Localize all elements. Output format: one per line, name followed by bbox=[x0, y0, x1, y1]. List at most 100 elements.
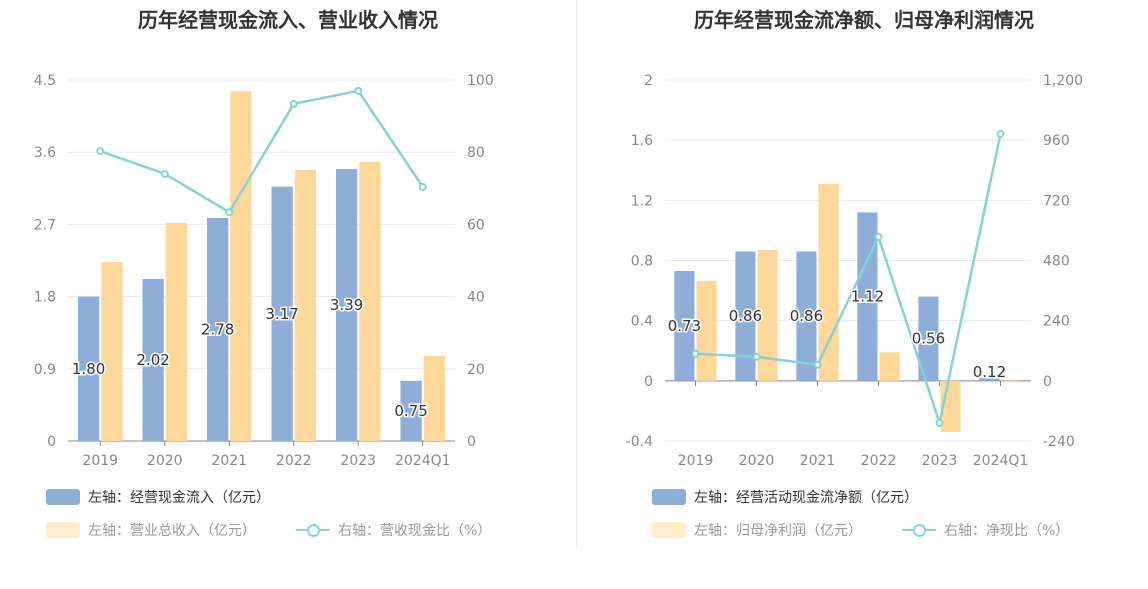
bar-value-label: 0.12 bbox=[973, 363, 1006, 381]
y-tick-left: 3.6 bbox=[34, 145, 56, 161]
y-tick-left: 0.9 bbox=[34, 362, 56, 378]
legend-swatch bbox=[652, 489, 686, 505]
x-tick-label: 2024Q1 bbox=[395, 453, 451, 469]
bar-orange bbox=[423, 355, 446, 441]
bar-blue bbox=[979, 377, 1000, 381]
y-tick-left: 1.6 bbox=[631, 133, 653, 149]
line-point bbox=[752, 352, 761, 361]
bar-value-label: 2.02 bbox=[136, 351, 169, 369]
bar-orange bbox=[757, 249, 778, 381]
y-tick-right: 0 bbox=[1043, 374, 1052, 390]
x-tick-label: 2019 bbox=[82, 453, 118, 469]
bar-value-label: 0.73 bbox=[668, 317, 701, 335]
chart-title-left: 历年经营现金流入、营业收入情况 bbox=[138, 8, 438, 32]
line-point bbox=[691, 349, 700, 358]
x-tick-label: 2023 bbox=[340, 453, 376, 469]
y-tick-right: -240 bbox=[1043, 434, 1075, 450]
legend-swatch bbox=[652, 522, 686, 538]
y-tick-left: 2 bbox=[644, 73, 653, 89]
bar-blue bbox=[142, 278, 164, 441]
bar-blue bbox=[271, 186, 293, 441]
line-point bbox=[289, 99, 298, 108]
bar-value-label: 1.12 bbox=[851, 288, 884, 306]
y-tick-right: 0 bbox=[467, 434, 476, 450]
line-point bbox=[874, 232, 883, 241]
y-tick-right: 240 bbox=[1043, 314, 1070, 330]
bar-value-label: 1.80 bbox=[72, 360, 105, 378]
bar-value-label: 3.17 bbox=[265, 305, 298, 323]
bar-orange bbox=[165, 222, 188, 441]
legend-label: 左轴：营业总收入（亿元） bbox=[88, 523, 256, 539]
y-tick-right: 20 bbox=[467, 362, 485, 378]
bar-orange bbox=[230, 91, 252, 441]
y-tick-right: 60 bbox=[467, 217, 485, 233]
y-tick-left: 0 bbox=[47, 434, 56, 450]
legend-label: 右轴：净现比（%） bbox=[944, 523, 1070, 539]
x-tick-label: 2020 bbox=[147, 453, 183, 469]
y-tick-right: 720 bbox=[1043, 193, 1070, 209]
y-tick-right: 40 bbox=[467, 290, 485, 306]
y-tick-left: 0 bbox=[644, 374, 653, 390]
line-point bbox=[935, 418, 944, 427]
y-tick-right: 480 bbox=[1043, 254, 1070, 270]
line-point bbox=[996, 129, 1005, 138]
legend-item[interactable]: 左轴：营业总收入（亿元） bbox=[46, 520, 256, 540]
legend-label: 左轴：经营现金流入（亿元） bbox=[88, 490, 270, 506]
bar-value-label: 0.75 bbox=[394, 402, 427, 420]
bar-orange bbox=[879, 352, 900, 381]
bar-blue bbox=[735, 251, 756, 381]
line-point bbox=[160, 169, 169, 178]
bar-orange bbox=[818, 183, 839, 381]
y-tick-right: 960 bbox=[1043, 133, 1070, 149]
legend-item[interactable]: 左轴：经营活动现金流净额（亿元） bbox=[652, 487, 918, 507]
y-tick-left: 4.5 bbox=[34, 73, 56, 89]
x-tick-label: 2023 bbox=[922, 453, 958, 469]
bar-orange bbox=[1001, 380, 1022, 383]
legend-label: 左轴：归母净利润（亿元） bbox=[694, 523, 862, 539]
y-tick-right: 100 bbox=[467, 73, 494, 89]
bar-value-label: 2.78 bbox=[201, 320, 234, 338]
legend-swatch bbox=[46, 522, 80, 538]
x-tick-label: 2022 bbox=[861, 453, 897, 469]
bar-blue bbox=[77, 296, 100, 441]
x-tick-label: 2024Q1 bbox=[973, 453, 1029, 469]
y-tick-left: 2.7 bbox=[34, 217, 56, 233]
bar-orange bbox=[294, 169, 317, 442]
legend-label: 左轴：经营活动现金流净额（亿元） bbox=[694, 490, 918, 506]
legend-line-icon bbox=[296, 522, 330, 538]
bar-orange bbox=[359, 161, 381, 441]
bar-value-label: 0.86 bbox=[790, 307, 823, 325]
line-point bbox=[354, 86, 363, 95]
chart-title-right: 历年经营现金流净额、归母净利润情况 bbox=[694, 8, 1034, 32]
bar-orange bbox=[101, 262, 123, 441]
bar-orange bbox=[696, 280, 717, 381]
y-tick-left: -0.4 bbox=[626, 434, 653, 450]
x-tick-label: 2022 bbox=[276, 453, 312, 469]
y-tick-left: 1.2 bbox=[631, 193, 653, 209]
legend-item[interactable]: 左轴：经营现金流入（亿元） bbox=[46, 487, 270, 507]
x-tick-label: 2020 bbox=[739, 453, 775, 469]
legend-item[interactable]: 右轴：营收现金比（%） bbox=[296, 520, 491, 540]
bar-value-label: 0.56 bbox=[912, 330, 945, 348]
bar-value-label: 3.39 bbox=[330, 296, 363, 314]
legend-swatch bbox=[46, 489, 80, 505]
line-point bbox=[418, 182, 427, 191]
x-tick-label: 2021 bbox=[800, 453, 836, 469]
bar-blue bbox=[796, 251, 817, 381]
y-tick-left: 0.8 bbox=[631, 254, 653, 270]
bar-value-label: 0.86 bbox=[729, 307, 762, 325]
x-tick-label: 2021 bbox=[211, 453, 247, 469]
legend-item[interactable]: 左轴：归母净利润（亿元） bbox=[652, 520, 862, 540]
line-point bbox=[813, 360, 822, 369]
legend-line-icon bbox=[902, 522, 936, 538]
y-tick-right: 1,200 bbox=[1043, 73, 1083, 89]
line-point bbox=[225, 208, 234, 217]
ratio-line bbox=[695, 133, 1002, 428]
divider bbox=[576, 0, 577, 550]
x-tick-label: 2019 bbox=[678, 453, 714, 469]
bar-blue bbox=[857, 212, 878, 381]
line-point bbox=[96, 147, 105, 156]
legend-item[interactable]: 右轴：净现比（%） bbox=[902, 520, 1069, 540]
y-tick-left: 1.8 bbox=[34, 290, 56, 306]
bar-blue bbox=[400, 380, 422, 441]
